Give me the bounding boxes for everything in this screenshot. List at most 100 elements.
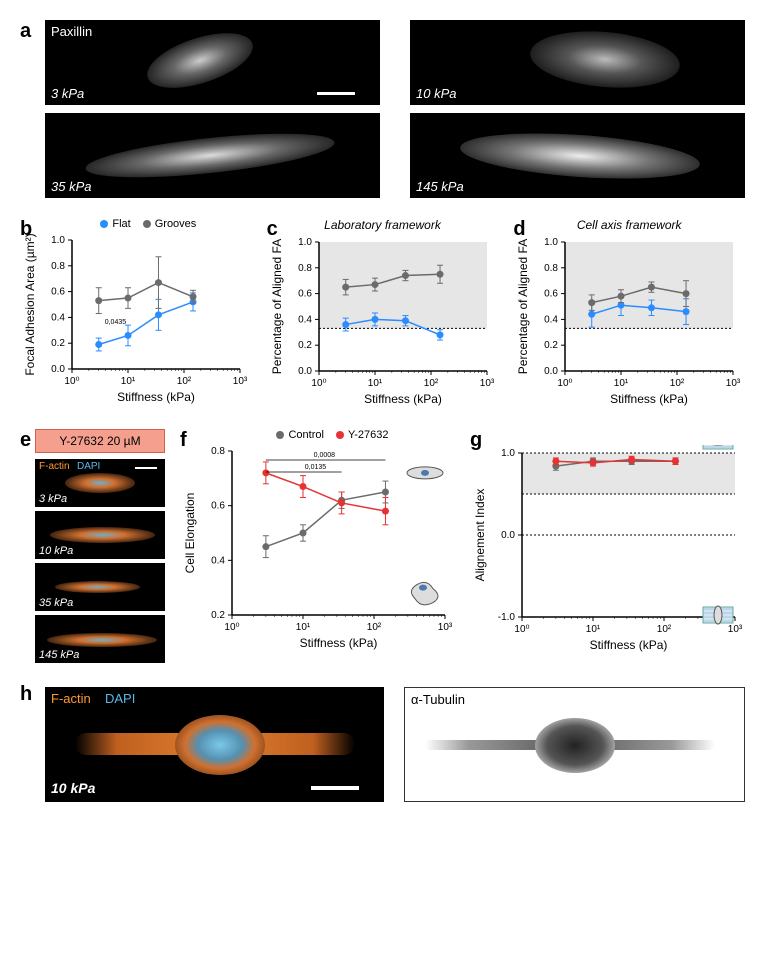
row-efg: e Y-27632 20 µM F-actin DAPI 3 kPa 10 kP… xyxy=(20,429,745,667)
chart-c-title: Laboratory framework xyxy=(267,218,499,232)
svg-text:Stiffness (kPa): Stiffness (kPa) xyxy=(117,390,195,404)
svg-text:10¹: 10¹ xyxy=(121,376,136,387)
chart-d-title: Cell axis framework xyxy=(513,218,745,232)
panel-h-label: h xyxy=(20,683,32,706)
legend-drug: Y-27632 xyxy=(336,429,389,441)
stiffness-label: 3 kPa xyxy=(51,86,84,101)
micrograph-10kpa: 10 kPa xyxy=(410,20,745,105)
svg-text:10²: 10² xyxy=(177,376,192,387)
svg-text:Stiffness (kPa): Stiffness (kPa) xyxy=(300,636,378,650)
stiffness-label: 145 kPa xyxy=(39,649,79,661)
charts-row-bcd: b Flat Grooves 0.0 0.2 0.4 0.6 0.8 1.0 10⁰ 10¹ 1… xyxy=(20,218,745,409)
svg-text:10²: 10² xyxy=(657,624,672,635)
chart-f: 0.2 0.4 0.6 0.8 10⁰ 10¹ 10² 10³ Stiffness (kPa) C… xyxy=(180,443,455,653)
svg-text:0,0008: 0,0008 xyxy=(314,452,336,459)
svg-text:0.0: 0.0 xyxy=(544,366,558,377)
svg-text:Focal Adhesion Area (µm²): Focal Adhesion Area (µm²) xyxy=(23,233,37,375)
panel-b-label: b xyxy=(20,218,32,241)
svg-text:Percentage of Aligned FA: Percentage of Aligned FA xyxy=(270,239,284,374)
stiffness-label: 145 kPa xyxy=(416,179,464,194)
panel-h: h F-actin DAPI 10 kPa α-Tubulin xyxy=(20,687,745,802)
chart-b: 0.00.20.40.60.81.010⁰10¹10²10³Stiffness … xyxy=(20,232,250,407)
svg-text:10³: 10³ xyxy=(728,624,743,635)
svg-text:0.0: 0.0 xyxy=(298,366,312,377)
svg-text:10²: 10² xyxy=(670,378,685,389)
dapi-label: DAPI xyxy=(77,461,100,472)
stiffness-label: 35 kPa xyxy=(39,597,73,609)
micrograph-145kpa: 145 kPa xyxy=(410,113,745,198)
panel-f-label: f xyxy=(180,429,187,452)
legend-grooves: Grooves xyxy=(143,218,197,230)
paxillin-label: Paxillin xyxy=(51,24,92,39)
legend-control: Control xyxy=(276,429,323,441)
svg-text:0.8: 0.8 xyxy=(298,263,312,274)
scale-bar xyxy=(311,786,359,790)
svg-text:0.8: 0.8 xyxy=(51,261,65,272)
svg-text:10³: 10³ xyxy=(479,378,494,389)
stiffness-label: 3 kPa xyxy=(39,493,67,505)
micrograph-3kpa: Paxillin 3 kPa xyxy=(45,20,380,105)
svg-text:0.2: 0.2 xyxy=(544,340,558,351)
svg-text:0.4: 0.4 xyxy=(298,314,312,325)
svg-text:1.0: 1.0 xyxy=(51,235,65,246)
h-micro-left: F-actin DAPI 10 kPa xyxy=(45,687,384,802)
legend-flat: Flat xyxy=(100,218,130,230)
svg-text:0.6: 0.6 xyxy=(298,289,312,300)
svg-text:0.6: 0.6 xyxy=(51,287,65,298)
svg-text:Stiffness (kPa): Stiffness (kPa) xyxy=(590,638,668,652)
svg-text:-1.0: -1.0 xyxy=(498,612,516,623)
svg-text:10³: 10³ xyxy=(438,622,453,633)
svg-text:10⁰: 10⁰ xyxy=(224,622,239,633)
stiffness-label: 10 kPa xyxy=(416,86,456,101)
panel-e-label: e xyxy=(20,429,31,452)
panel-a: a Paxillin 3 kPa 10 kPa 35 kPa 145 kPa xyxy=(20,20,745,198)
stiffness-label: 35 kPa xyxy=(51,179,91,194)
panel-d: d Cell axis framework 0.00.20.40.60.81.0… xyxy=(513,218,745,409)
svg-text:10³: 10³ xyxy=(726,378,741,389)
svg-text:0,0135: 0,0135 xyxy=(305,464,327,471)
svg-text:0.6: 0.6 xyxy=(211,501,225,512)
factin-label: F-actin xyxy=(51,691,91,706)
svg-text:Cell Elongation: Cell Elongation xyxy=(183,493,197,574)
stiffness-label: 10 kPa xyxy=(51,780,95,796)
svg-text:Alignement Index: Alignement Index xyxy=(473,489,487,582)
svg-text:10⁰: 10⁰ xyxy=(514,624,529,635)
factin-label: F-actin xyxy=(39,461,70,472)
chart-d: 0.00.20.40.60.81.010⁰10¹10²10³Stiffness … xyxy=(513,234,743,409)
panel-e: e Y-27632 20 µM F-actin DAPI 3 kPa 10 kP… xyxy=(20,429,165,667)
figure: a Paxillin 3 kPa 10 kPa 35 kPa 145 kPa xyxy=(20,20,745,802)
chart-g: -1.0 0.0 1.0 10⁰ 10¹ 10² 10³ Stiffness (kPa) Ali… xyxy=(470,445,745,655)
svg-text:0.0: 0.0 xyxy=(501,530,515,541)
svg-text:0.2: 0.2 xyxy=(298,340,312,351)
svg-text:0.4: 0.4 xyxy=(211,555,225,566)
svg-text:10²: 10² xyxy=(423,378,438,389)
scale-bar xyxy=(317,92,355,95)
dapi-label: DAPI xyxy=(105,691,135,706)
panel-a-label: a xyxy=(20,20,31,43)
panel-g: g -1.00.01.010⁰10¹10²10³Stiffness (kPa)A… xyxy=(470,429,745,667)
panel-c-label: c xyxy=(267,218,278,241)
svg-text:10¹: 10¹ xyxy=(367,378,382,389)
drug-box: Y-27632 20 µM xyxy=(35,429,165,453)
panel-a-grid: Paxillin 3 kPa 10 kPa 35 kPa 145 kPa xyxy=(45,20,745,198)
svg-text:10²: 10² xyxy=(367,622,382,633)
svg-text:10¹: 10¹ xyxy=(586,624,601,635)
svg-text:0.8: 0.8 xyxy=(211,446,225,457)
svg-text:0.2: 0.2 xyxy=(51,338,65,349)
svg-text:10⁰: 10⁰ xyxy=(558,378,573,389)
h-micro-right: α-Tubulin xyxy=(404,687,745,802)
svg-text:10¹: 10¹ xyxy=(296,622,311,633)
panel-c: c Laboratory framework 0.00.20.40.60.81.… xyxy=(267,218,499,409)
svg-text:0.6: 0.6 xyxy=(544,289,558,300)
micro-e-2: 35 kPa xyxy=(35,563,165,611)
micro-e-1: 10 kPa xyxy=(35,511,165,559)
svg-text:1.0: 1.0 xyxy=(501,448,515,459)
panel-f: f Control Y-27632 0.2 0.4 0.6 0.8 10⁰ 10¹ 10² 1… xyxy=(180,429,455,667)
micro-e-3: 145 kPa xyxy=(35,615,165,663)
svg-text:0.4: 0.4 xyxy=(544,314,558,325)
stiffness-label: 10 kPa xyxy=(39,545,73,557)
panel-d-label: d xyxy=(513,218,525,241)
panel-b: b Flat Grooves 0.00.20.40.60.81.010⁰10¹1… xyxy=(20,218,252,409)
chart-c: 0.00.20.40.60.81.010⁰10¹10²10³Stiffness … xyxy=(267,234,497,409)
svg-text:0.2: 0.2 xyxy=(211,610,225,621)
